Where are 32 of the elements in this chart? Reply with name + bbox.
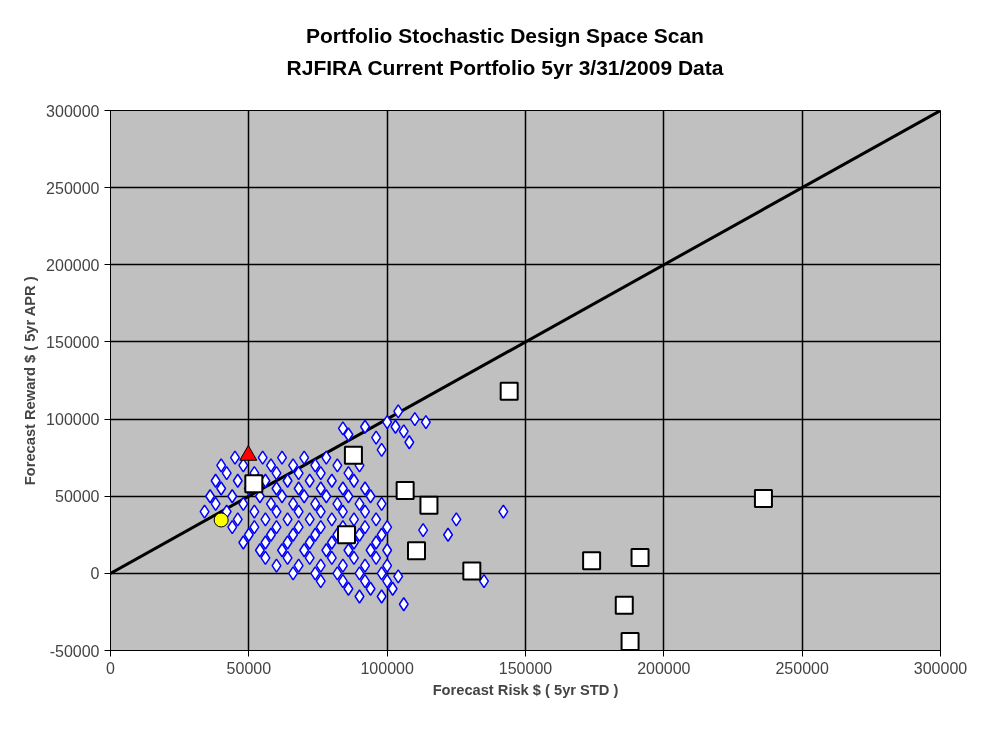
x-tick-label: 250000 bbox=[775, 659, 829, 677]
x-tick-label: 50000 bbox=[226, 659, 272, 677]
point bbox=[582, 551, 602, 571]
y-axis-title: Forecast Reward $ ( 5yr APR ) bbox=[22, 276, 39, 486]
point bbox=[462, 561, 482, 581]
y-tick-label: 150000 bbox=[46, 333, 100, 351]
point bbox=[419, 495, 439, 515]
y-tick-label: 200000 bbox=[46, 256, 100, 274]
point bbox=[753, 489, 773, 509]
point bbox=[395, 481, 415, 501]
x-tick-label: 200000 bbox=[637, 659, 691, 677]
point bbox=[620, 631, 640, 651]
y-tick-label: 50000 bbox=[55, 488, 100, 506]
x-tick-label: 150000 bbox=[498, 659, 553, 677]
point bbox=[244, 474, 264, 494]
x-axis-title: Forecast Risk $ ( 5yr STD ) bbox=[432, 681, 619, 698]
point bbox=[614, 595, 634, 615]
y-tick-label: -50000 bbox=[49, 642, 100, 660]
chart-title: Portfolio Stochastic Design Space Scan RJFIRA Current Portfolio 5yr 3/31/2009 Data bbox=[286, 23, 724, 81]
x-tick-label: 100000 bbox=[360, 659, 414, 677]
y-tick-label: 300000 bbox=[46, 102, 100, 120]
point bbox=[343, 445, 363, 465]
x-tick-label: 300000 bbox=[913, 659, 968, 677]
y-tick-label: 0 bbox=[90, 565, 100, 583]
point bbox=[213, 512, 229, 528]
point bbox=[337, 525, 356, 545]
y-tick-label: 250000 bbox=[46, 179, 100, 197]
point bbox=[406, 541, 426, 561]
point bbox=[499, 381, 519, 401]
x-tick-label: 0 bbox=[106, 659, 116, 677]
point bbox=[630, 547, 650, 567]
y-tick-label: 100000 bbox=[46, 411, 100, 429]
